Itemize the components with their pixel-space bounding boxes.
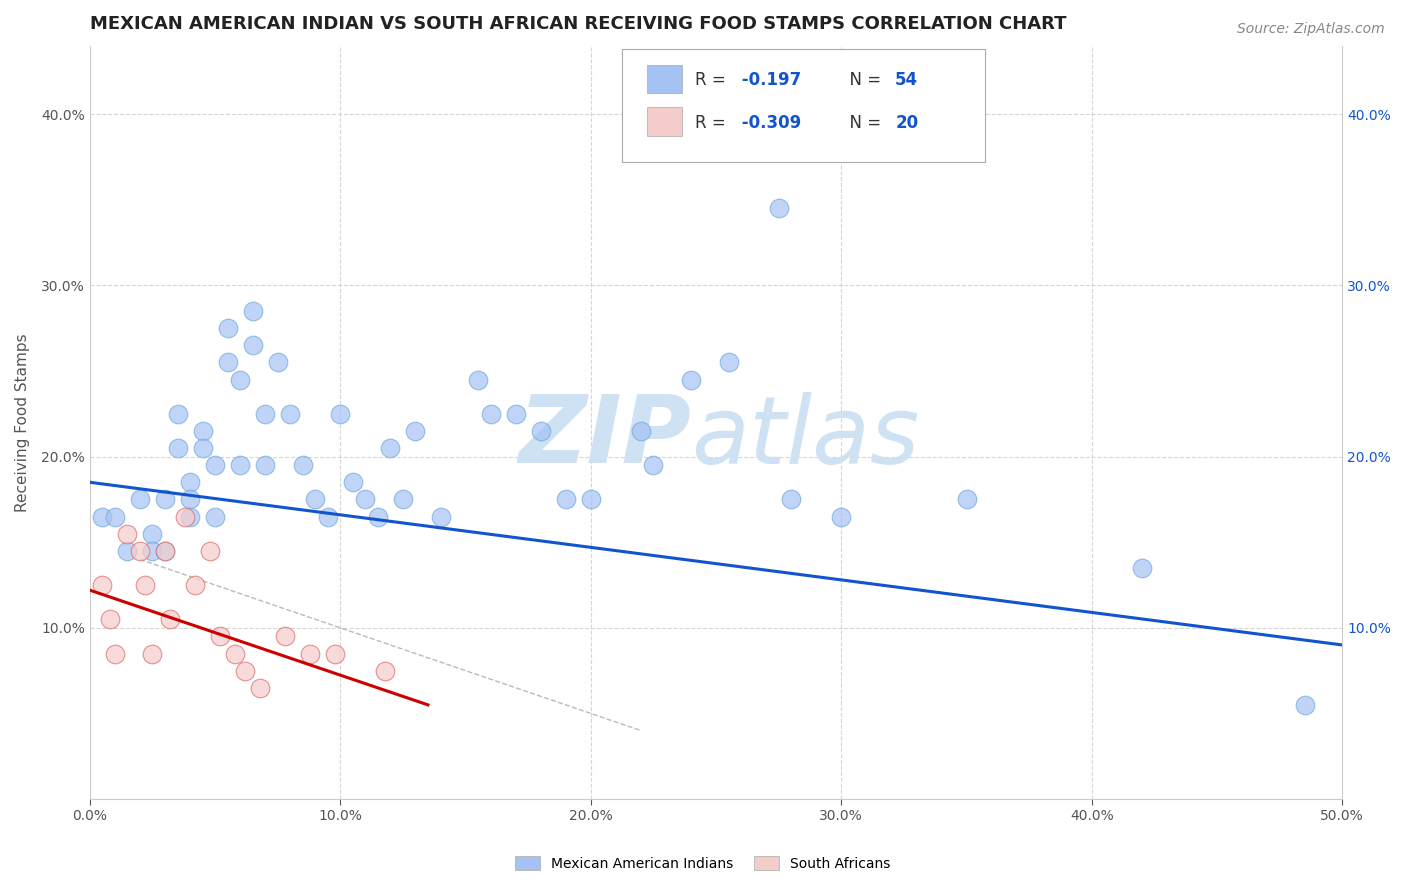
Legend: Mexican American Indians, South Africans: Mexican American Indians, South Africans <box>509 850 897 876</box>
Point <box>554 492 576 507</box>
Point <box>374 664 396 678</box>
Point <box>342 475 364 490</box>
Point <box>229 458 252 472</box>
Point <box>380 441 402 455</box>
Text: -0.309: -0.309 <box>737 113 801 131</box>
Text: 54: 54 <box>896 70 918 88</box>
Point <box>717 355 740 369</box>
FancyBboxPatch shape <box>647 107 682 136</box>
Point <box>830 509 852 524</box>
Point <box>166 407 188 421</box>
Point <box>153 543 176 558</box>
Point <box>405 424 427 438</box>
Point <box>179 492 201 507</box>
Point <box>217 355 239 369</box>
Point <box>153 492 176 507</box>
Point <box>242 338 264 352</box>
Point <box>254 407 277 421</box>
Point <box>217 321 239 335</box>
Point <box>254 458 277 472</box>
Point <box>141 526 163 541</box>
Text: R =: R = <box>695 113 731 131</box>
Point <box>630 424 652 438</box>
Point <box>117 543 139 558</box>
Point <box>329 407 352 421</box>
Point <box>198 543 221 558</box>
Point <box>209 629 232 643</box>
Point <box>242 304 264 318</box>
Point <box>204 458 226 472</box>
Point <box>429 509 451 524</box>
Point <box>274 629 297 643</box>
Y-axis label: Receiving Food Stamps: Receiving Food Stamps <box>15 333 30 512</box>
Text: ZIP: ZIP <box>519 392 690 483</box>
Point <box>179 509 201 524</box>
Point <box>104 509 127 524</box>
Point <box>278 407 301 421</box>
Point <box>91 578 114 592</box>
Point <box>153 543 176 558</box>
FancyBboxPatch shape <box>621 49 986 162</box>
FancyBboxPatch shape <box>647 64 682 93</box>
Point <box>768 202 790 216</box>
Point <box>141 543 163 558</box>
Point <box>530 424 553 438</box>
Text: N =: N = <box>839 113 886 131</box>
Text: -0.197: -0.197 <box>737 70 801 88</box>
Point <box>191 441 214 455</box>
Text: R =: R = <box>695 70 731 88</box>
Text: atlas: atlas <box>690 392 920 483</box>
Point <box>204 509 226 524</box>
Text: MEXICAN AMERICAN INDIAN VS SOUTH AFRICAN RECEIVING FOOD STAMPS CORRELATION CHART: MEXICAN AMERICAN INDIAN VS SOUTH AFRICAN… <box>90 15 1066 33</box>
Point <box>579 492 602 507</box>
Point <box>780 492 803 507</box>
Point <box>955 492 977 507</box>
Point <box>129 492 152 507</box>
Point <box>354 492 377 507</box>
Point <box>1130 561 1153 575</box>
Point <box>98 612 121 626</box>
Point <box>479 407 502 421</box>
Point <box>505 407 527 421</box>
Text: Source: ZipAtlas.com: Source: ZipAtlas.com <box>1237 22 1385 37</box>
Point <box>184 578 207 592</box>
Point <box>233 664 256 678</box>
Point <box>1294 698 1316 712</box>
Point <box>316 509 339 524</box>
Point <box>134 578 156 592</box>
Point <box>91 509 114 524</box>
Point <box>249 681 271 695</box>
Text: 20: 20 <box>896 113 918 131</box>
Point <box>467 373 489 387</box>
Point <box>643 458 665 472</box>
Point <box>179 475 201 490</box>
Point <box>159 612 181 626</box>
Text: N =: N = <box>839 70 886 88</box>
Point <box>229 373 252 387</box>
Point <box>174 509 197 524</box>
Point <box>166 441 188 455</box>
Point <box>191 424 214 438</box>
Point <box>267 355 290 369</box>
Point <box>299 647 322 661</box>
Point <box>117 526 139 541</box>
Point <box>323 647 346 661</box>
Point <box>367 509 389 524</box>
Point <box>679 373 702 387</box>
Point <box>291 458 314 472</box>
Point <box>224 647 246 661</box>
Point <box>392 492 415 507</box>
Point <box>304 492 326 507</box>
Point <box>104 647 127 661</box>
Point <box>129 543 152 558</box>
Point <box>141 647 163 661</box>
